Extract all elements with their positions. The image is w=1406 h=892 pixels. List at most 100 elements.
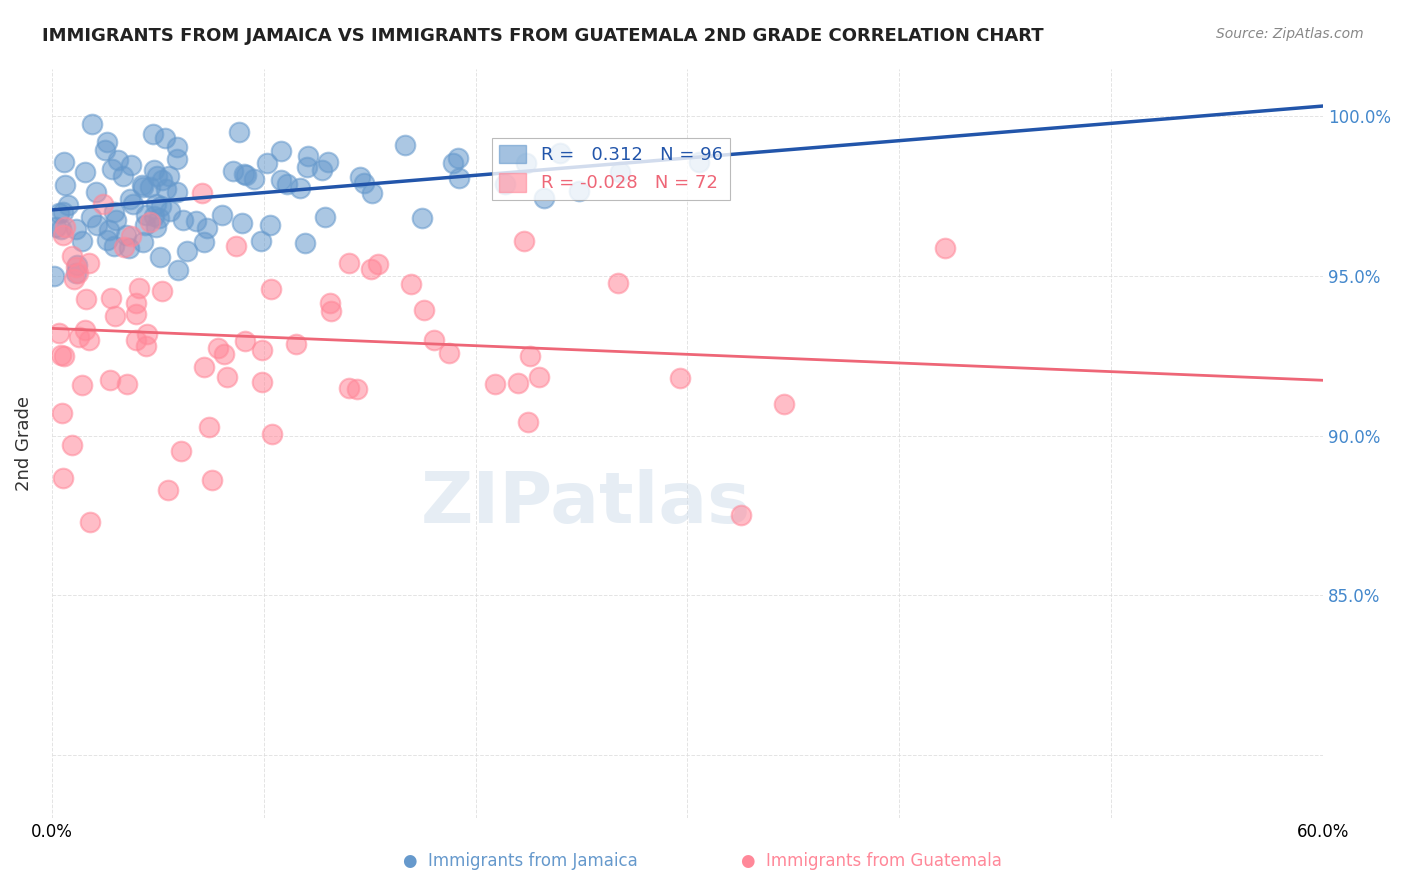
Point <box>242 172 264 186</box>
Point <box>270 144 292 158</box>
Point <box>441 156 464 170</box>
Point <box>506 376 529 390</box>
Point <box>65 260 87 274</box>
Point <box>115 376 138 391</box>
Point <box>125 296 148 310</box>
Point <box>65 221 87 235</box>
Point <box>48 326 70 340</box>
Point <box>48 205 70 219</box>
Point <box>295 160 318 174</box>
Point <box>233 167 256 181</box>
Point <box>150 198 173 212</box>
Point <box>607 277 630 291</box>
Point <box>367 257 389 271</box>
Point <box>153 131 176 145</box>
Point <box>568 184 591 198</box>
Point <box>53 219 76 234</box>
Point <box>156 483 179 498</box>
Point <box>131 178 153 192</box>
Point <box>52 204 75 219</box>
Point <box>527 370 550 384</box>
Point <box>96 233 118 247</box>
Point <box>294 236 316 251</box>
Point <box>256 156 278 170</box>
Point <box>155 182 177 196</box>
Point <box>166 263 188 277</box>
Point <box>60 249 83 263</box>
Point <box>207 341 229 355</box>
Point <box>79 515 101 529</box>
Point <box>75 292 97 306</box>
Point <box>134 218 156 232</box>
Point <box>114 227 136 242</box>
Point <box>120 228 142 243</box>
Point <box>104 309 127 323</box>
Point <box>353 176 375 190</box>
Point <box>145 197 167 211</box>
Point <box>112 240 135 254</box>
Legend: R =   0.312   N = 96, R = -0.028   N = 72: R = 0.312 N = 96, R = -0.028 N = 72 <box>492 137 730 200</box>
Point <box>112 169 135 184</box>
Point <box>131 180 153 194</box>
Point <box>250 234 273 248</box>
Point <box>228 125 250 139</box>
Point <box>77 334 100 348</box>
Point <box>104 213 127 227</box>
Point <box>172 213 194 227</box>
Point <box>191 186 214 200</box>
Point <box>214 347 236 361</box>
Text: ZIPatlas: ZIPatlas <box>420 469 751 538</box>
Point <box>77 256 100 270</box>
Point <box>231 217 253 231</box>
Point <box>135 339 157 353</box>
Point <box>52 471 75 485</box>
Point <box>67 330 90 344</box>
Point <box>166 152 188 166</box>
Point <box>149 250 172 264</box>
Point <box>53 154 76 169</box>
Point <box>100 373 122 387</box>
Point <box>321 303 343 318</box>
Point <box>259 282 281 296</box>
Point <box>86 218 108 232</box>
Point <box>346 382 368 396</box>
Point <box>120 158 142 172</box>
Point <box>349 170 371 185</box>
Point <box>75 165 97 179</box>
Point <box>201 474 224 488</box>
Point <box>146 169 169 183</box>
Point <box>75 323 97 337</box>
Point <box>49 348 72 362</box>
Point <box>56 198 79 212</box>
Point <box>103 238 125 252</box>
Point <box>401 277 423 292</box>
Point <box>259 218 281 232</box>
Point <box>53 178 76 192</box>
Point <box>394 138 416 153</box>
Point <box>150 284 173 298</box>
Point <box>159 203 181 218</box>
Point <box>449 170 471 185</box>
Point <box>65 266 87 280</box>
Point <box>53 349 76 363</box>
Point <box>91 197 114 211</box>
Point <box>215 369 238 384</box>
Point <box>52 228 75 243</box>
Point <box>195 221 218 235</box>
Point <box>135 326 157 341</box>
Point <box>688 155 710 169</box>
Point <box>100 291 122 305</box>
Point <box>141 127 163 141</box>
Point <box>82 117 104 131</box>
Point <box>60 438 83 452</box>
Point <box>193 235 215 250</box>
Point <box>439 345 461 359</box>
Point <box>250 343 273 357</box>
Point <box>519 349 541 363</box>
Point <box>276 178 298 192</box>
Point <box>125 333 148 347</box>
Point <box>170 443 193 458</box>
Point <box>211 208 233 222</box>
Point <box>193 359 215 374</box>
Point <box>138 179 160 194</box>
